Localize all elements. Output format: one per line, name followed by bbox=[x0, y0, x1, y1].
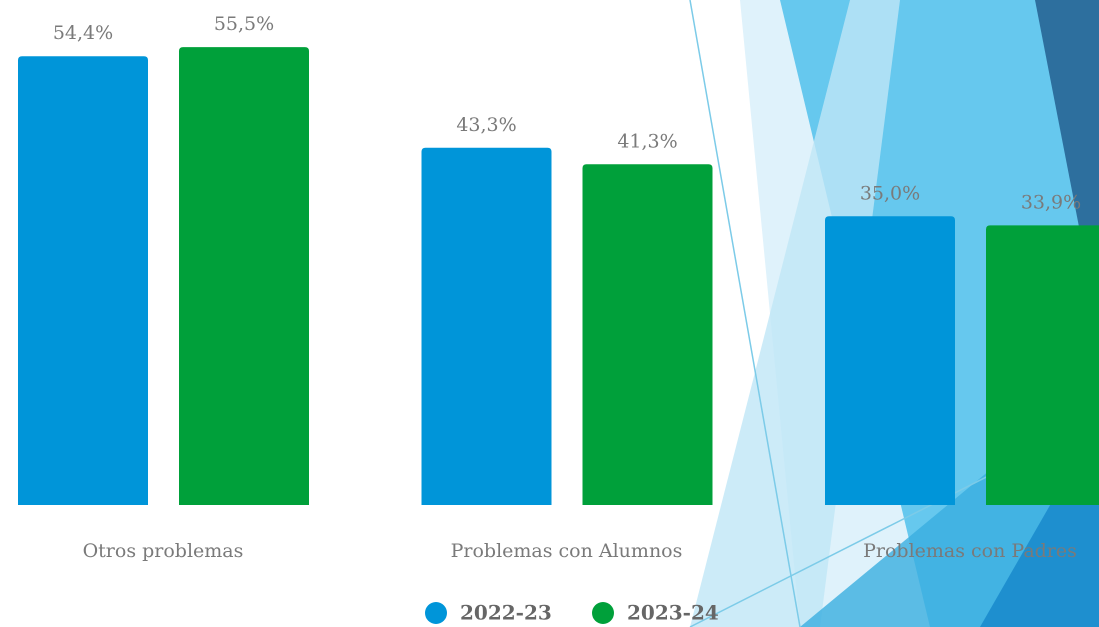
data-label: 54,4% bbox=[53, 22, 113, 44]
x-tick-label: Problemas con Alumnos bbox=[451, 540, 683, 562]
bar bbox=[18, 56, 148, 505]
legend-label: 2022-23 bbox=[460, 601, 552, 625]
decor-shape bbox=[690, 0, 900, 627]
data-label: 35,0% bbox=[860, 182, 920, 204]
bar bbox=[179, 47, 309, 505]
decor-line bbox=[689, 0, 801, 627]
x-tick-label: Problemas con Padres bbox=[863, 540, 1077, 562]
legend-marker bbox=[425, 602, 447, 624]
bar bbox=[421, 147, 552, 505]
bar bbox=[986, 225, 1099, 505]
data-label: 43,3% bbox=[456, 114, 516, 136]
legend-marker bbox=[592, 602, 614, 624]
plot-area: Otros problemas 54,4% 55,5% Problemas con A… bbox=[18, 13, 1099, 625]
data-label: 41,3% bbox=[617, 130, 677, 152]
legend-label: 2023-24 bbox=[627, 601, 719, 625]
bar bbox=[582, 164, 713, 505]
bar bbox=[825, 216, 955, 505]
data-label: 33,9% bbox=[1021, 191, 1081, 213]
x-tick-label: Otros problemas bbox=[83, 540, 244, 562]
data-label: 55,5% bbox=[214, 13, 274, 35]
